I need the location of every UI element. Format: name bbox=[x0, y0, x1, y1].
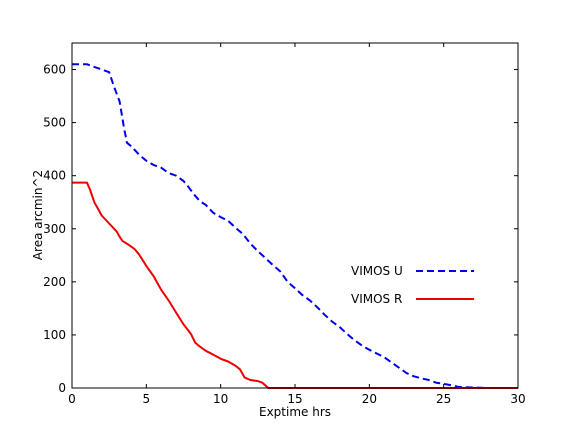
x-axis: 0 5 10 15 20 25 30 bbox=[68, 43, 526, 406]
y-axis-label: Area arcmin^2 bbox=[31, 170, 45, 260]
x-tick-label: 5 bbox=[143, 392, 151, 406]
y-tick-label: 200 bbox=[43, 275, 66, 289]
legend-label: VIMOS U bbox=[351, 264, 403, 278]
axes-frame bbox=[71, 42, 519, 389]
y-tick-label: 600 bbox=[43, 63, 66, 77]
series-line-vimos-u bbox=[72, 63, 518, 389]
y-tick-label: 0 bbox=[58, 381, 66, 395]
x-tick-label: 30 bbox=[510, 392, 525, 406]
legend-label: VIMOS R bbox=[351, 292, 402, 306]
y-tick-label: 100 bbox=[43, 328, 66, 342]
series-line-vimos-r bbox=[72, 181, 518, 389]
y-tick-label: 300 bbox=[43, 222, 66, 236]
x-axis-label: Exptime hrs bbox=[259, 405, 331, 419]
y-axis: 0 100 200 300 400 500 600 bbox=[43, 63, 518, 395]
x-tick-label: 20 bbox=[362, 392, 377, 406]
x-tick-label: 0 bbox=[68, 392, 76, 406]
y-tick-label: 500 bbox=[43, 116, 66, 130]
x-tick-label: 25 bbox=[436, 392, 451, 406]
y-tick-label: 400 bbox=[43, 169, 66, 183]
x-tick-label: 15 bbox=[287, 392, 302, 406]
x-tick-label: 10 bbox=[213, 392, 228, 406]
legend: VIMOS U VIMOS R bbox=[351, 264, 474, 306]
series-layer bbox=[72, 63, 518, 389]
